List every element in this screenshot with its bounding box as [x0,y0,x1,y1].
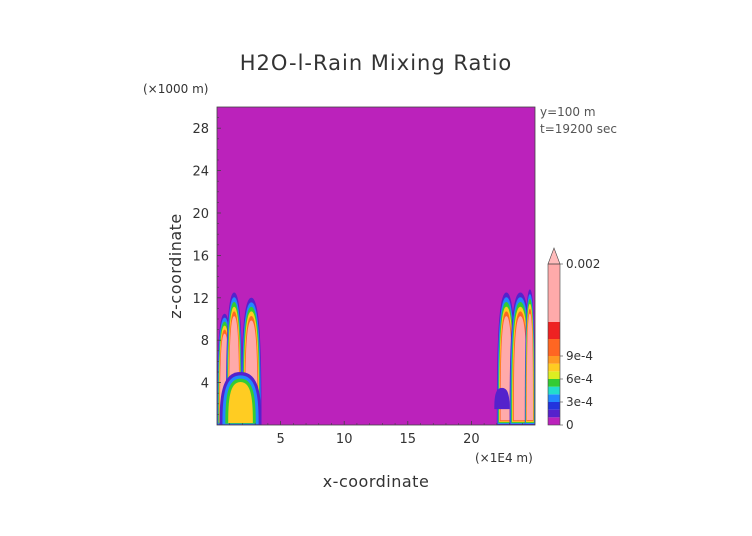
x-axis-label: x-coordinate [323,472,430,491]
colorbar-band [548,371,560,379]
rain-feature [524,289,535,425]
colorbar-tick-label: 0.002 [566,257,600,271]
colorbar-band [548,417,560,425]
plot-background [217,107,535,425]
y-tick-label: 28 [192,122,209,137]
y-tick-label: 12 [192,292,209,307]
x-axis-ticks: 5 10 15 20 [229,421,523,447]
rain-contour [527,318,533,420]
y-axis-label: z-coordinate [166,213,185,319]
x-tick-label: 10 [336,432,353,447]
colorbar-band [548,264,560,322]
x-scale-label: (×1E4 m) [475,451,533,465]
colorbar: 0 3e-4 6e-4 9e-4 0.002 [547,247,600,432]
rain-feature [509,292,532,425]
rain-contour [494,387,510,410]
plot-area: 5 10 15 20 4 8 12 16 20 24 28 [192,106,536,447]
colorbar-extend-arrow [547,247,561,265]
colorbar-band [548,356,560,364]
colorbar-band [548,394,560,402]
colorbar-band [548,322,560,339]
x-tick-label: 5 [276,432,284,447]
y-tick-label: 4 [201,377,209,392]
y-axis-ticks: 4 8 12 16 20 24 28 [192,117,221,415]
x-tick-label: 20 [463,432,480,447]
rain-features [217,289,535,425]
x-tick-label: 15 [400,432,417,447]
y-scale-label: (×1000 m) [143,82,208,96]
y-tick-label: 16 [192,249,209,264]
y-tick-label: 8 [201,334,209,349]
colorbar-band [548,409,560,418]
colorbar-tick-label: 3e-4 [566,395,593,409]
colorbar-band [548,379,560,387]
chart-title: H2O-l-Rain Mixing Ratio [240,51,513,75]
colorbar-tick-label: 9e-4 [566,349,593,363]
colorbar-tick-label: 6e-4 [566,372,593,386]
annotation-y: y=100 m [540,105,596,119]
colorbar-band [548,363,560,372]
colorbar-band [548,386,560,395]
rain-contour [228,381,253,424]
y-tick-label: 20 [192,207,209,222]
rain-contour [514,320,527,420]
y-tick-label: 24 [192,165,209,180]
annotation-t: t=19200 sec [540,122,617,136]
colorbar-tick-label: 0 [566,418,574,432]
colorbar-frame [547,263,561,426]
rain-feature [219,372,262,425]
colorbar-band [548,339,560,356]
rain-feature [494,387,510,410]
colorbar-band [548,402,560,410]
